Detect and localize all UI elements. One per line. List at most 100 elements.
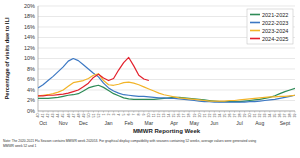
x-tick xyxy=(63,111,64,113)
x-tick xyxy=(184,111,185,113)
x-tick-label: 27 xyxy=(233,114,237,118)
x-tick xyxy=(88,111,89,113)
grid-line xyxy=(38,58,295,59)
x-tick xyxy=(234,111,235,113)
x-tick xyxy=(118,111,119,113)
x-tick xyxy=(209,111,210,113)
y-tick-label: 20% xyxy=(24,3,35,9)
x-tick xyxy=(244,111,245,113)
x-tick-label: 6 xyxy=(127,114,131,116)
x-tick xyxy=(289,111,290,113)
x-tick-label: 3 xyxy=(112,114,116,116)
x-tick-label: 9 xyxy=(142,114,146,116)
x-tick-label: 19 xyxy=(193,114,197,118)
x-tick xyxy=(259,111,260,113)
legend-label: 2022-2023 xyxy=(262,20,288,26)
x-tick xyxy=(274,111,275,113)
x-tick xyxy=(83,111,84,113)
grid-line xyxy=(38,69,295,70)
x-tick-label: 16 xyxy=(177,114,181,118)
legend-label: 2024-2025 xyxy=(262,36,288,42)
x-tick xyxy=(68,111,69,113)
y-tick-label: 16% xyxy=(24,24,35,30)
x-tick-label: 42 xyxy=(46,114,50,118)
legend-swatch xyxy=(250,22,260,24)
x-tick-label: 41 xyxy=(41,114,45,118)
x-tick-label: 26 xyxy=(228,114,232,118)
x-tick-label: 37 xyxy=(283,114,287,118)
y-tick-label: 0% xyxy=(27,108,35,114)
month-label: Oct xyxy=(39,120,47,126)
series-line xyxy=(38,85,295,101)
x-axis-label: MMWR Reporting Week xyxy=(133,128,201,134)
x-tick xyxy=(123,111,124,113)
x-tick xyxy=(128,111,129,113)
y-tick-label: 10% xyxy=(24,55,35,61)
x-tick-label: 8 xyxy=(137,114,141,116)
x-tick-label: 7 xyxy=(132,114,136,116)
y-tick-label: 4% xyxy=(27,87,35,93)
x-tick-label: 24 xyxy=(218,114,222,118)
x-tick-label: 14 xyxy=(167,114,171,118)
x-tick xyxy=(194,111,195,113)
plot-lines xyxy=(38,57,295,102)
x-tick-label: 38 xyxy=(288,114,292,118)
y-tick-label: 18% xyxy=(24,13,35,19)
legend-swatch xyxy=(250,14,260,16)
x-tick xyxy=(229,111,230,113)
x-tick xyxy=(58,111,59,113)
grid-line xyxy=(38,48,295,49)
x-tick-label: 39 xyxy=(293,114,297,118)
x-tick-label: 34 xyxy=(268,114,272,118)
x-tick xyxy=(93,111,94,113)
x-tick xyxy=(249,111,250,113)
month-label: May xyxy=(189,120,199,126)
x-tick-label: 10 xyxy=(147,114,151,118)
x-tick xyxy=(108,111,109,113)
y-tick-label: 14% xyxy=(24,34,35,40)
series-line xyxy=(38,57,149,95)
x-tick-label: 20 xyxy=(198,114,202,118)
x-tick-label: 21 xyxy=(203,114,207,118)
x-tick-label: 46 xyxy=(67,114,71,118)
x-tick-label: 5 xyxy=(122,114,126,116)
series-line xyxy=(38,59,295,103)
x-tick-label: 17 xyxy=(182,114,186,118)
x-tick-label: 25 xyxy=(223,114,227,118)
x-tick xyxy=(143,111,144,113)
x-tick xyxy=(199,111,200,113)
x-tick-label: 18 xyxy=(187,114,191,118)
legend-box xyxy=(247,9,293,44)
legend-swatch xyxy=(250,38,260,40)
x-tick xyxy=(158,111,159,113)
x-tick-label: 47 xyxy=(72,114,76,118)
x-tick xyxy=(113,111,114,113)
x-tick-label: 33 xyxy=(263,114,267,118)
x-tick xyxy=(269,111,270,113)
month-label: Dec xyxy=(79,120,88,126)
series-line xyxy=(38,74,295,101)
x-tick-label: 44 xyxy=(56,114,60,118)
x-tick-label: 52 xyxy=(97,114,101,118)
x-tick xyxy=(254,111,255,113)
x-tick-label: 29 xyxy=(243,114,247,118)
x-tick-label: 49 xyxy=(82,114,86,118)
x-axis xyxy=(38,111,295,112)
y-tick-label: 12% xyxy=(24,45,35,51)
x-tick-label: 51 xyxy=(92,114,96,118)
x-tick-label: 43 xyxy=(51,114,55,118)
x-tick xyxy=(48,111,49,113)
x-tick-label: 36 xyxy=(278,114,282,118)
x-tick-label: 30 xyxy=(248,114,252,118)
x-tick xyxy=(133,111,134,113)
x-tick-label: 12 xyxy=(157,114,161,118)
grid-line xyxy=(38,111,295,112)
note: MMWR week 52 and 1 xyxy=(3,144,37,148)
x-tick-label: 32 xyxy=(258,114,262,118)
x-tick xyxy=(214,111,215,113)
x-tick-label: 35 xyxy=(273,114,277,118)
x-tick xyxy=(239,111,240,113)
month-label: Nov xyxy=(59,120,68,126)
x-tick-label: 23 xyxy=(213,114,217,118)
x-tick xyxy=(224,111,225,113)
